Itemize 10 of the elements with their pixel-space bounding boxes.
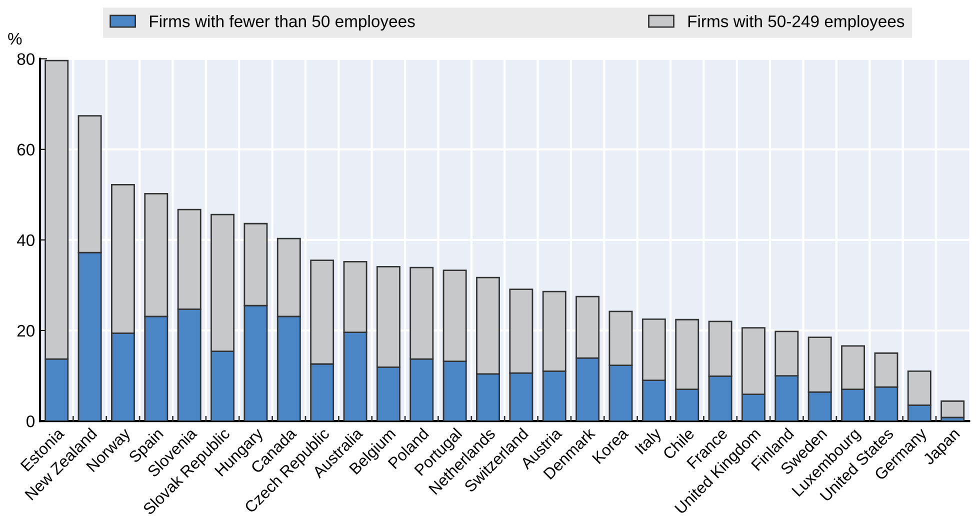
y-tick-label: 0: [26, 415, 35, 428]
x-tick-label: Italy: [634, 426, 664, 457]
y-tick-label: 60: [17, 144, 35, 156]
legend-label: Firms with fewer than 50 employees: [150, 15, 415, 31]
legend-label: Firms with 50-249 employees: [688, 15, 904, 31]
bar: [940, 400, 965, 418]
y-axis-title: %: [8, 32, 22, 45]
y-tick-label: 40: [17, 234, 35, 246]
y-tick-label: 80: [17, 53, 35, 66]
y-tick-label: 20: [17, 324, 35, 337]
